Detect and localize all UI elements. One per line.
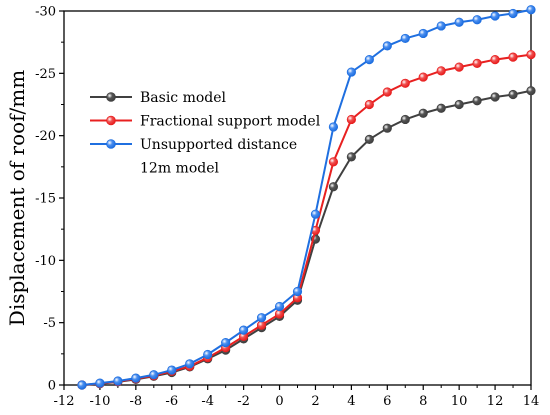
data-point [454,62,464,72]
data-point [418,28,428,39]
data-point [472,96,482,106]
y-tick-label: -15 [35,192,56,207]
data-point [149,370,159,380]
data-point [400,114,410,125]
x-axis-ticks: -12 -10 -8 -6 -4 -2 0 2 4 6 8 10 12 14 [54,385,540,409]
data-point [292,286,303,297]
x-tick-label: 6 [383,394,391,409]
series-1 [77,86,536,390]
data-point [508,8,518,19]
data-point [400,78,410,88]
series-layer [77,5,536,390]
data-point [167,365,177,375]
data-point [418,72,428,82]
data-point [364,55,374,65]
data-point [382,87,392,97]
y-axis-ticks: 0 -5 -10 -15 -20 -25 -30 [35,5,64,394]
x-tick-label: -10 [89,394,110,409]
data-point [239,325,249,335]
data-point [454,17,464,27]
data-point [364,134,374,145]
data-point [346,67,356,77]
legend-label: Unsupported distance [140,137,297,153]
data-point [490,92,500,102]
data-point [221,338,231,348]
x-tick-label: -6 [165,394,178,409]
x-tick-label: 2 [311,394,319,409]
y-tick-label: -30 [35,5,56,20]
data-point [328,122,339,132]
data-point [113,376,123,386]
data-point [472,15,482,25]
data-point [454,99,464,110]
x-tick-label: 12 [487,394,504,409]
data-point [256,313,267,323]
y-tick-label: -20 [35,129,56,144]
data-point [526,86,536,96]
x-tick-label: 0 [275,394,283,409]
x-tick-label: 8 [419,394,427,409]
data-point [95,378,105,388]
legend-marker [106,139,116,149]
data-point [526,5,536,15]
data-point [131,373,141,383]
y-tick-label: -5 [43,316,56,331]
y-tick-label: -25 [35,67,56,82]
x-tick-label: -12 [54,394,75,409]
data-point [346,114,356,125]
series-line [81,89,532,386]
data-point [346,152,356,162]
y-axis-title: Displacement of roof/mm [5,70,29,326]
legend-label: Basic model [140,90,227,106]
y-tick-label: 0 [48,379,56,394]
x-tick-label: 10 [451,394,468,409]
data-point [185,359,195,369]
data-point [436,21,446,31]
data-point [490,55,500,65]
data-point [77,380,87,390]
legend-item-1: Basic model [90,90,227,106]
data-point [328,157,339,167]
x-tick-label: -2 [237,394,250,409]
x-tick-label: 14 [523,394,540,409]
legend-marker [106,92,116,102]
x-tick-label: -8 [130,394,143,409]
series-3 [77,5,536,390]
data-point [418,108,428,118]
data-point [436,66,446,76]
data-point [508,89,518,100]
data-point [310,209,321,219]
data-point [328,182,339,192]
data-point [400,33,410,44]
data-point [382,41,392,51]
x-tick-label: -4 [201,394,214,409]
data-point [490,11,500,21]
data-point [436,103,446,113]
legend: Basic model Fractional support model Unsup… [90,90,321,177]
data-point [472,58,482,68]
legend-marker [106,115,116,126]
data-point [274,301,285,312]
data-point [203,349,213,360]
legend-item-2: Fractional support model [90,114,321,130]
data-point [364,99,374,110]
legend-item-3: Unsupported distance 12m model [90,137,297,177]
x-tick-label: 4 [347,394,355,409]
legend-label: Fractional support model [140,114,321,130]
data-point [508,52,518,62]
legend-label: 12m model [140,161,219,177]
data-point [526,50,536,60]
data-point [382,123,392,133]
y-tick-label: -10 [35,254,56,269]
